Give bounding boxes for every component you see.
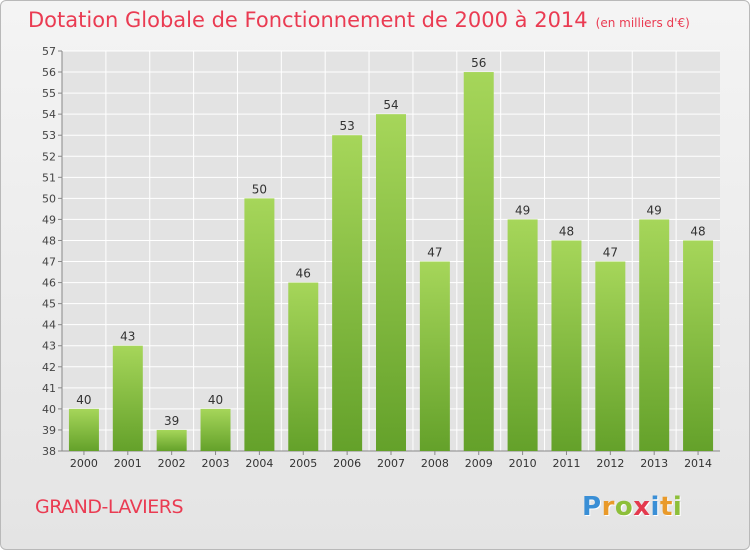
- bar-2004: [244, 198, 275, 451]
- x-tick-label: 2002: [158, 457, 186, 470]
- y-tick-label: 51: [42, 171, 56, 184]
- data-label: 39: [164, 414, 179, 428]
- data-label: 49: [515, 203, 530, 217]
- y-tick-label: 43: [42, 340, 56, 353]
- chart-title: Dotation Globale de Fonctionnement de 20…: [28, 8, 690, 32]
- data-label: 40: [208, 393, 223, 407]
- bar-2010: [507, 219, 538, 451]
- logo-letter: P: [582, 492, 602, 522]
- y-tick-label: 40: [42, 403, 56, 416]
- x-tick-label: 2006: [333, 457, 361, 470]
- bar-layer: [68, 72, 714, 452]
- y-tick-label: 55: [42, 87, 56, 100]
- y-tick-label: 46: [42, 277, 56, 290]
- y-tick-label: 42: [42, 361, 56, 374]
- data-label: 47: [603, 246, 618, 260]
- y-tick-label: 54: [42, 108, 56, 121]
- bar-2002: [156, 429, 187, 451]
- bar-2007: [376, 114, 406, 451]
- y-tick-label: 49: [42, 213, 56, 226]
- y-tick-label: 44: [42, 319, 56, 332]
- y-tick-label: 50: [42, 192, 56, 205]
- data-label: 48: [690, 224, 705, 238]
- data-label: 50: [252, 182, 267, 196]
- x-tick-label: 2003: [202, 457, 230, 470]
- x-tick-label: 2011: [552, 457, 580, 470]
- data-label: 47: [427, 246, 442, 260]
- logo-letter: i: [672, 492, 683, 522]
- x-tick-label: 2009: [465, 457, 493, 470]
- bar-2011: [551, 240, 582, 451]
- logo-letter: r: [601, 492, 615, 522]
- data-label: 43: [120, 330, 135, 344]
- y-tick-label: 47: [42, 256, 56, 269]
- bar-2005: [288, 282, 319, 451]
- data-label: 53: [339, 119, 354, 133]
- y-tick-label: 48: [42, 234, 56, 247]
- bar-2001: [112, 345, 143, 451]
- chart-title-text: Dotation Globale de Fonctionnement de 20…: [28, 8, 588, 32]
- y-tick-label: 39: [42, 424, 56, 437]
- data-label: 54: [383, 98, 398, 112]
- x-tick-label: 2000: [70, 457, 98, 470]
- logo-letter: x: [633, 492, 651, 522]
- y-tick-label: 56: [42, 66, 56, 79]
- logo-letter: i: [650, 492, 660, 522]
- commune-name: GRAND-LAVIERS: [35, 496, 184, 518]
- y-tick-label: 53: [42, 129, 56, 142]
- y-tick-label: 52: [42, 150, 56, 163]
- x-tick-label: 2007: [377, 457, 405, 470]
- bar-2013: [639, 219, 670, 451]
- x-tick-label: 2012: [596, 457, 624, 470]
- data-label: 56: [471, 56, 486, 70]
- y-tick-label: 41: [42, 382, 56, 395]
- bar-2014: [683, 240, 714, 451]
- x-tick-label: 2004: [245, 457, 273, 470]
- x-tick-label: 2008: [421, 457, 449, 470]
- data-label: 40: [76, 393, 91, 407]
- bar-2003: [200, 408, 231, 451]
- logo-letter: t: [659, 492, 673, 522]
- y-tick-label: 57: [42, 45, 56, 58]
- data-label: 46: [296, 267, 311, 281]
- x-tick-label: 2013: [640, 457, 668, 470]
- bar-2000: [68, 408, 99, 451]
- x-tick-label: 2010: [509, 457, 537, 470]
- bar-2009: [463, 72, 494, 451]
- x-tick-label: 2014: [684, 457, 712, 470]
- x-tick-label: 2005: [289, 457, 317, 470]
- x-tick-label: 2001: [114, 457, 142, 470]
- logo-letter: o: [614, 492, 634, 522]
- data-label: 48: [559, 224, 574, 238]
- data-label: 49: [647, 203, 662, 217]
- y-tick-label: 45: [42, 298, 56, 311]
- y-tick-label: 38: [42, 445, 56, 458]
- bar-2012: [595, 261, 626, 451]
- bar-2008: [419, 261, 450, 451]
- proxiti-logo[interactable]: Proxiti: [582, 492, 682, 522]
- label-layer: 40 2000 43 2001 39 2002 40 2003 50 2004 46 2005 53 20…: [70, 56, 712, 470]
- bar-2006: [332, 135, 363, 452]
- chart-subtitle: (en milliers d'€): [595, 16, 690, 30]
